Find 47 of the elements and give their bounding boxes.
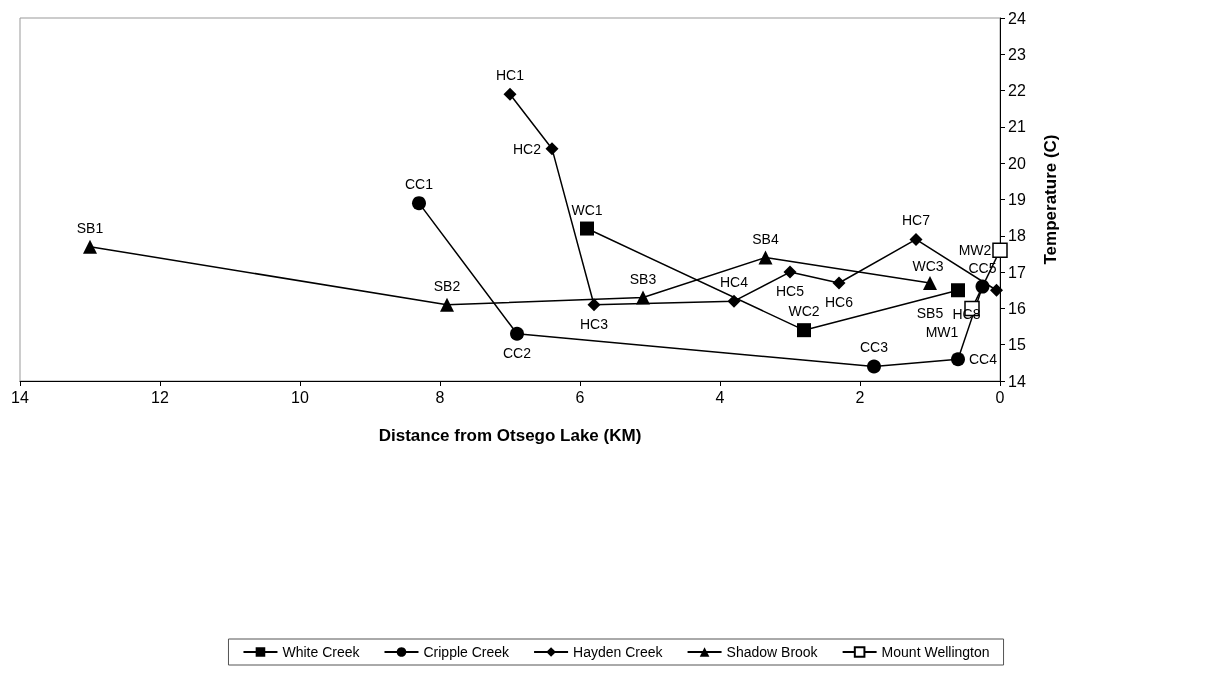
- legend-label: Hayden Creek: [573, 644, 664, 660]
- y-axis-title: Temperature (C): [1041, 134, 1060, 265]
- y-tick-label: 17: [1008, 263, 1026, 281]
- x-tick-label: 14: [11, 388, 29, 406]
- x-tick-label: 2: [855, 388, 865, 406]
- x-tick-label: 10: [291, 388, 309, 406]
- data-label: CC3: [859, 339, 889, 356]
- data-label: CC1: [404, 176, 434, 193]
- data-label: SB1: [76, 219, 104, 236]
- x-axis-title: Distance from Otsego Lake (KM): [378, 426, 642, 445]
- y-tick-label: 18: [1008, 227, 1026, 245]
- data-label: HC2: [512, 140, 542, 157]
- y-tick-label: 15: [1008, 336, 1026, 354]
- data-label: WC1: [571, 201, 603, 218]
- data-label: HC1: [495, 67, 525, 84]
- data-label: WC3: [912, 258, 944, 275]
- x-tick-label: 4: [715, 388, 725, 406]
- legend-label: White Creek: [282, 644, 361, 660]
- data-label: MW1: [925, 324, 959, 341]
- data-label: SB4: [752, 230, 779, 247]
- data-label: SB2: [433, 277, 461, 294]
- data-label: CC4: [968, 351, 998, 368]
- legend-label: Shadow Brook: [726, 644, 819, 660]
- data-label: WC2: [788, 303, 820, 320]
- data-label: HC6: [824, 293, 854, 310]
- y-tick-label: 24: [1008, 9, 1026, 27]
- x-tick-label: 12: [151, 388, 169, 406]
- data-label: SB5: [916, 304, 944, 321]
- y-tick-label: 23: [1008, 45, 1026, 63]
- data-label: HC5: [775, 283, 805, 300]
- y-tick-label: 20: [1008, 154, 1026, 172]
- y-tick-label: 19: [1008, 191, 1026, 208]
- legend-label: Mount Wellington: [881, 644, 990, 660]
- x-tick-label: 8: [435, 388, 445, 406]
- data-label: HC3: [579, 315, 609, 332]
- y-tick-label: 21: [1008, 118, 1026, 136]
- data-label: MW2: [958, 242, 992, 259]
- data-label: HC7: [901, 212, 931, 229]
- data-label: CC2: [502, 344, 532, 361]
- x-tick-label: 0: [995, 388, 1005, 406]
- y-tick-label: 16: [1008, 299, 1026, 317]
- y-tick-label: 22: [1008, 82, 1026, 100]
- data-label: SB3: [629, 270, 657, 287]
- x-tick-label: 6: [575, 388, 585, 406]
- y-tick-label: 14: [1008, 372, 1026, 390]
- data-label: HC4: [719, 274, 749, 291]
- legend-label: Cripple Creek: [423, 644, 511, 660]
